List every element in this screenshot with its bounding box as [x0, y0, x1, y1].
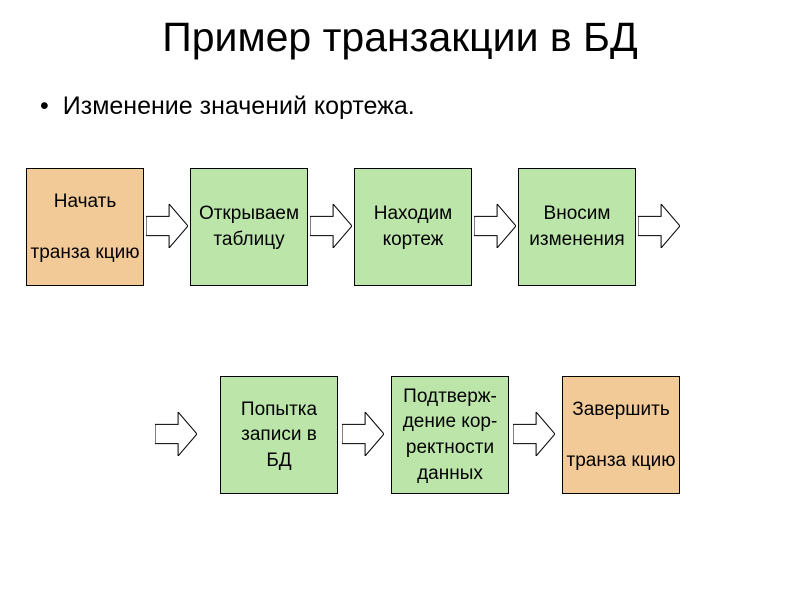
arrow-a4	[638, 204, 680, 248]
box-line: данных	[417, 461, 483, 487]
box-make-changes: Вносимизменения	[518, 168, 636, 286]
arrow-a1	[146, 204, 188, 248]
box-end-transaction: Завершить транза кцию	[562, 376, 680, 494]
arrow-icon	[310, 204, 352, 248]
arrow-a6	[342, 412, 384, 456]
box-confirm-data: Подтверж-дение кор-ректностиданных	[391, 376, 509, 494]
box-start-transaction: Начать транза кцию	[26, 168, 144, 286]
box-write-attempt: Попытказаписи вБД	[220, 376, 338, 494]
arrow-icon	[342, 412, 384, 456]
box-line: таблицу	[213, 227, 284, 253]
box-line: транза кцию	[31, 240, 140, 266]
box-line: дение кор-	[403, 409, 498, 435]
box-line: Завершить	[572, 397, 670, 423]
box-line: записи в	[241, 422, 317, 448]
box-line: Открываем	[199, 201, 299, 227]
box-line: Вносим	[544, 201, 611, 227]
arrow-icon	[638, 204, 680, 248]
slide: Пример транзакции в БД Изменение значени…	[0, 0, 800, 600]
box-line: транза кцию	[567, 448, 676, 474]
box-line	[618, 422, 623, 448]
box-open-table: Открываемтаблицу	[190, 168, 308, 286]
box-find-tuple: Находимкортеж	[354, 168, 472, 286]
arrow-icon	[474, 204, 516, 248]
box-line: БД	[266, 448, 291, 474]
box-line: Подтверж-	[403, 384, 497, 410]
box-line: Начать	[54, 189, 117, 215]
arrow-a2	[310, 204, 352, 248]
box-line: Находим	[374, 201, 453, 227]
box-line: ректности	[406, 435, 494, 461]
arrow-a5	[155, 412, 197, 456]
page-title: Пример транзакции в БД	[0, 14, 800, 61]
arrow-icon	[146, 204, 188, 248]
box-line: кортеж	[383, 227, 444, 253]
arrow-a7	[513, 412, 555, 456]
arrow-icon	[513, 412, 555, 456]
arrow-icon	[155, 412, 197, 456]
box-line: изменения	[529, 227, 624, 253]
box-line: Попытка	[241, 397, 317, 423]
bullet-text: Изменение значений кортежа.	[40, 92, 415, 121]
arrow-a3	[474, 204, 516, 248]
box-line	[82, 214, 87, 240]
